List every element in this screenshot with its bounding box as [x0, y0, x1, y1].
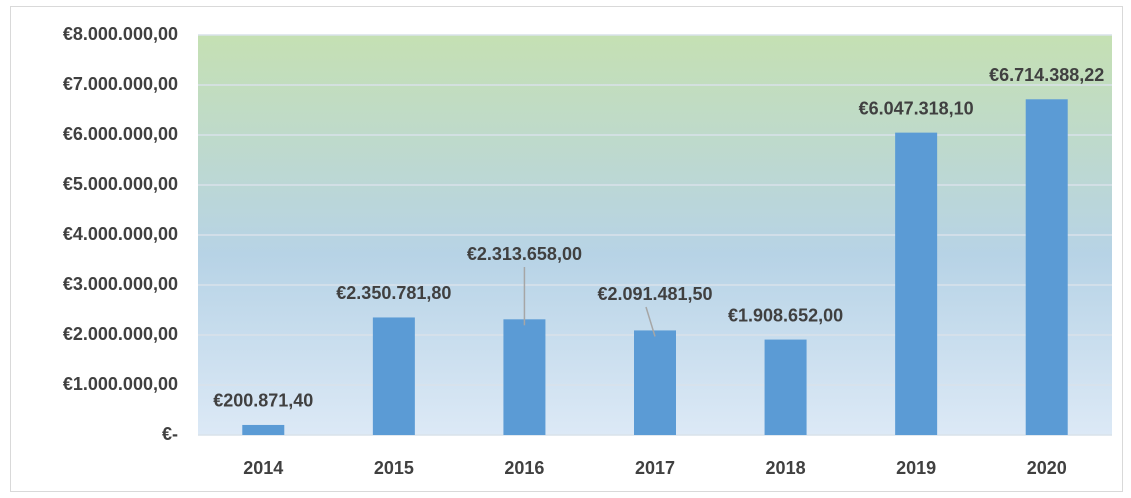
y-tick-label: €5.000.000,00	[63, 174, 178, 194]
bar	[764, 339, 807, 435]
data-label: €2.313.658,00	[467, 244, 582, 264]
y-tick-label: €8.000.000,00	[63, 24, 178, 44]
bar	[503, 319, 546, 435]
y-tick-label: €7.000.000,00	[63, 74, 178, 94]
data-label: €2.091.481,50	[597, 284, 712, 304]
y-tick-label: €3.000.000,00	[63, 274, 178, 294]
bar	[895, 132, 938, 435]
y-tick-label: €1.000.000,00	[63, 374, 178, 394]
x-tick-label: 2016	[504, 458, 544, 478]
bar	[1025, 99, 1068, 436]
x-tick-label: 2020	[1027, 458, 1067, 478]
y-tick-label: €4.000.000,00	[63, 224, 178, 244]
x-tick-label: 2017	[635, 458, 675, 478]
y-tick-label: €6.000.000,00	[63, 124, 178, 144]
data-label: €2.350.781,80	[336, 283, 451, 303]
bar	[242, 424, 285, 435]
leader-line	[645, 306, 656, 337]
bar	[372, 317, 415, 435]
x-tick-label: 2018	[766, 458, 806, 478]
y-tick-label: €-	[162, 424, 178, 444]
bar	[634, 330, 676, 435]
data-label: €6.047.318,10	[859, 98, 974, 118]
x-tick-label: 2019	[896, 458, 936, 478]
data-label: €1.908.652,00	[728, 305, 843, 325]
y-tick-label: €2.000.000,00	[63, 324, 178, 344]
x-tick-label: 2015	[374, 458, 414, 478]
x-tick-label: 2014	[243, 458, 283, 478]
data-label: €200.871,40	[213, 391, 313, 411]
data-label: €6.714.388,22	[989, 65, 1104, 85]
